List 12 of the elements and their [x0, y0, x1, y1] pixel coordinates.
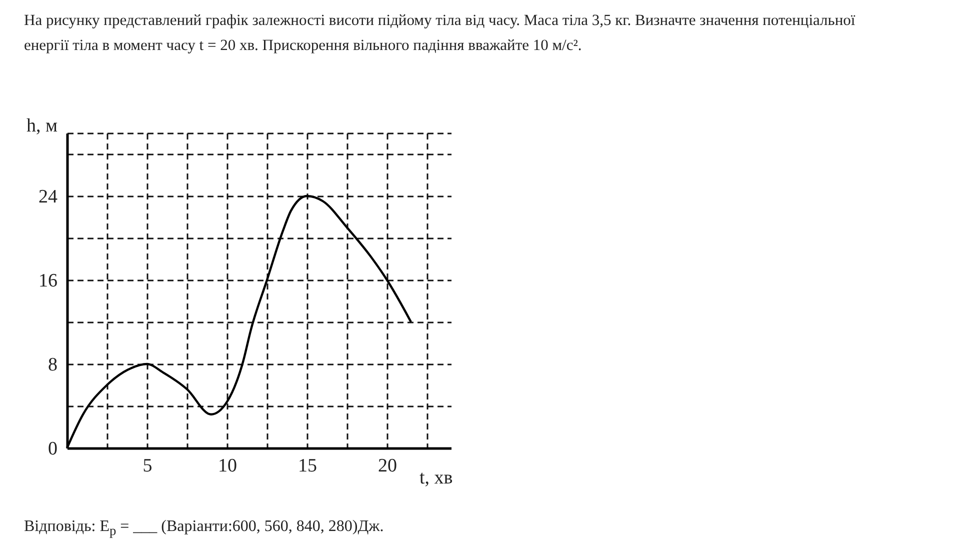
chart-title: На рисунку представлений графік залежності висоти підйому тіла від часу. Маса тіла 3,5 кг. Визначте значення потенціальної енергії тіла в момент часу t = 20 хв. Прискорення вільного падіння вважайте 10 м/с².	[24, 11, 856, 56]
y-axis-title: h, м	[26, 116, 58, 136]
y-tick-label: 8	[48, 354, 58, 376]
x-tick-label: 5	[142, 456, 152, 476]
text: Відповідь: E$_{p}$ = ___ (Варіанти:600, 560, 840, 280)Дж.	[24, 518, 384, 540]
x-tick-label: 20	[378, 456, 397, 476]
y-tick-label: 16	[38, 270, 58, 292]
y-tick-label: 0	[48, 438, 58, 460]
x-axis-title: t, хв	[420, 468, 453, 488]
x-tick-label: 15	[298, 456, 317, 476]
x-tick-label: 10	[218, 456, 237, 476]
y-tick-label: 24	[38, 186, 58, 208]
